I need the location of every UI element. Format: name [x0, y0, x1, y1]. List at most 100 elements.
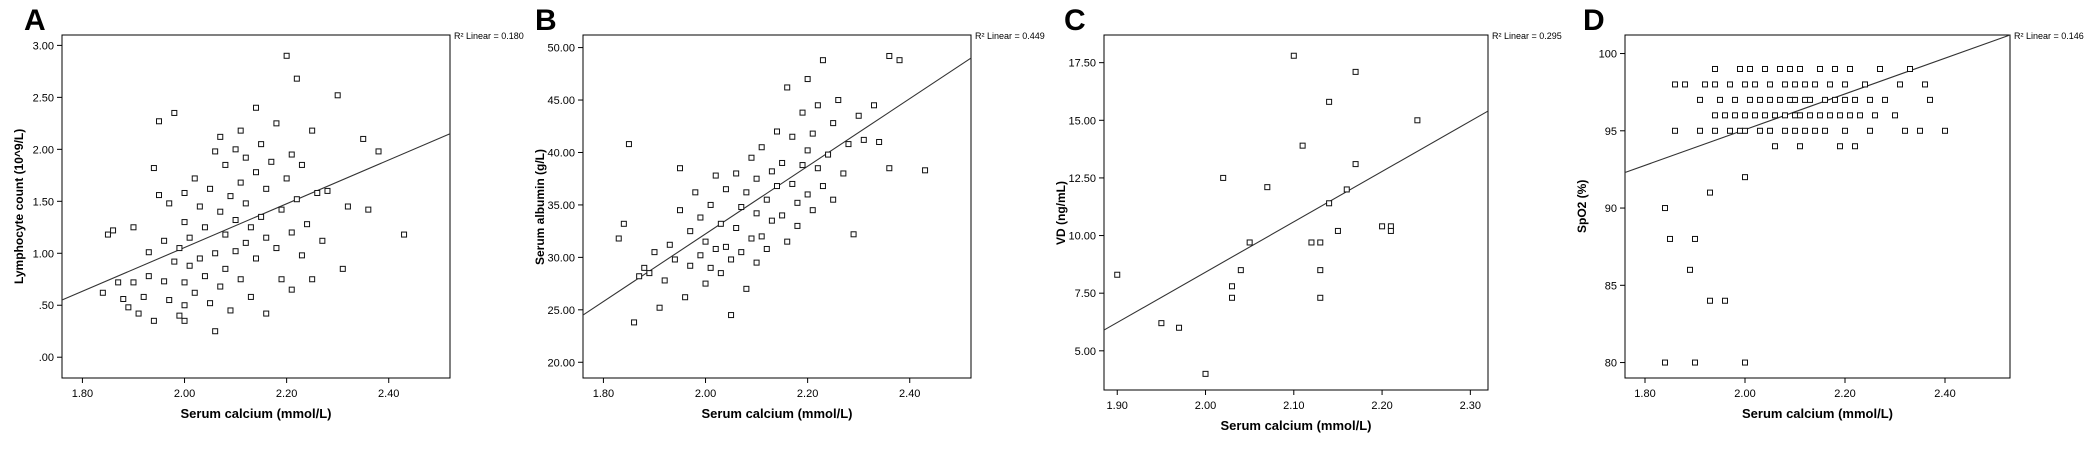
- data-point: [166, 200, 173, 207]
- data-point: [1877, 65, 1883, 72]
- data-point: [1717, 96, 1723, 103]
- data-point: [799, 109, 806, 116]
- y-tick-label: 1.50: [33, 196, 54, 208]
- data-point: [181, 279, 188, 286]
- data-point: [1343, 186, 1350, 193]
- data-point: [779, 159, 786, 166]
- data-point: [855, 112, 862, 119]
- data-point: [651, 249, 658, 256]
- x-tick-label: 2.20: [276, 388, 297, 400]
- data-point: [1667, 235, 1673, 242]
- fit-line: [61, 133, 451, 301]
- data-point: [687, 228, 694, 235]
- y-tick-label: 45.00: [547, 95, 575, 107]
- data-point: [722, 243, 729, 250]
- data-point: [130, 224, 137, 231]
- data-point: [1202, 370, 1209, 377]
- data-point: [1782, 112, 1788, 119]
- data-point: [171, 258, 178, 265]
- data-point: [758, 233, 765, 240]
- data-point: [293, 196, 300, 203]
- data-point: [922, 167, 929, 174]
- data-point: [1792, 112, 1798, 119]
- data-point: [1712, 81, 1718, 88]
- x-axis-label: Serum calcium (mmol/L): [180, 406, 332, 421]
- data-point: [309, 276, 316, 283]
- data-point: [636, 273, 643, 280]
- data-point: [222, 265, 229, 272]
- data-point: [819, 183, 826, 190]
- x-tick-label: 2.40: [899, 388, 920, 400]
- data-point: [1827, 81, 1833, 88]
- data-point: [247, 224, 254, 231]
- fit-label: R² Linear = 0.180: [454, 31, 524, 41]
- data-point: [278, 206, 285, 213]
- data-point: [804, 76, 811, 83]
- data-point: [1220, 174, 1227, 181]
- data-point: [1797, 143, 1803, 150]
- data-point: [707, 201, 714, 208]
- data-point: [1752, 81, 1758, 88]
- data-point: [774, 128, 780, 135]
- data-point: [1317, 294, 1324, 301]
- data-point: [1942, 127, 1948, 134]
- data-point: [707, 264, 714, 271]
- data-point: [1802, 81, 1808, 88]
- data-point: [156, 118, 162, 125]
- data-point: [1762, 65, 1768, 72]
- data-point: [789, 133, 796, 140]
- data-point: [1792, 127, 1798, 134]
- data-point: [145, 249, 152, 256]
- data-point: [1812, 81, 1818, 88]
- data-point: [120, 296, 127, 303]
- y-tick-label: .00: [39, 352, 54, 364]
- data-point: [763, 245, 770, 252]
- data-point: [1807, 112, 1813, 119]
- plot-frame: [61, 34, 451, 379]
- data-point: [150, 165, 157, 172]
- data-point: [298, 161, 305, 168]
- data-point: [835, 97, 842, 104]
- y-tick-label: 1.00: [33, 248, 54, 260]
- data-point: [212, 148, 219, 155]
- data-point: [1792, 96, 1798, 103]
- data-point: [125, 304, 132, 311]
- data-point: [753, 259, 760, 266]
- data-point: [1822, 127, 1828, 134]
- data-point: [176, 245, 183, 252]
- data-point: [1872, 112, 1878, 119]
- y-axis-label: Lymphocyte count (10^9/L): [12, 128, 26, 284]
- x-tick-label: 2.00: [174, 388, 195, 400]
- y-tick-label: 40.00: [547, 147, 575, 159]
- data-point: [304, 221, 311, 228]
- data-point: [733, 170, 740, 177]
- data-point: [1722, 297, 1728, 304]
- data-point: [171, 109, 178, 116]
- data-point: [1317, 239, 1324, 246]
- y-tick-label: 100: [1599, 49, 1617, 61]
- data-point: [212, 250, 219, 257]
- data-point: [1727, 127, 1733, 134]
- data-point: [1387, 227, 1394, 234]
- data-point: [1917, 127, 1923, 134]
- data-point: [712, 245, 719, 252]
- data-point: [1308, 239, 1315, 246]
- data-point: [671, 256, 678, 263]
- data-point: [263, 185, 270, 192]
- data-point: [1176, 324, 1183, 331]
- panel-label: D: [1583, 4, 1605, 37]
- data-point: [237, 276, 244, 283]
- data-point: [712, 172, 719, 179]
- data-point: [375, 148, 382, 155]
- y-tick-label: 3.00: [33, 40, 54, 52]
- y-tick-label: 50.00: [547, 43, 575, 55]
- data-point: [641, 264, 648, 271]
- data-point: [886, 52, 893, 59]
- data-point: [697, 214, 704, 221]
- data-point: [1697, 96, 1703, 103]
- data-point: [687, 262, 694, 269]
- y-tick-label: 20.00: [547, 357, 575, 369]
- data-point: [186, 262, 193, 269]
- data-point: [646, 270, 653, 277]
